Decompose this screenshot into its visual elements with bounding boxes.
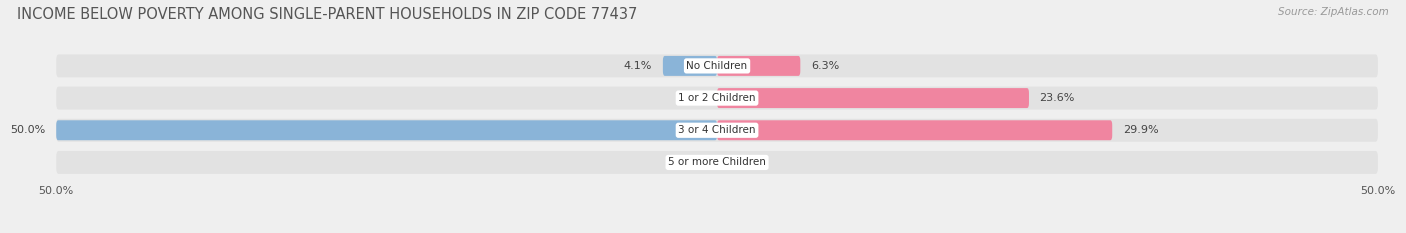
FancyBboxPatch shape (717, 120, 1112, 140)
FancyBboxPatch shape (56, 119, 1378, 142)
FancyBboxPatch shape (56, 87, 1378, 110)
Text: 29.9%: 29.9% (1123, 125, 1159, 135)
Text: 6.3%: 6.3% (811, 61, 839, 71)
Text: 23.6%: 23.6% (1039, 93, 1076, 103)
Text: 0.0%: 0.0% (676, 158, 704, 168)
FancyBboxPatch shape (662, 56, 717, 76)
FancyBboxPatch shape (717, 88, 1029, 108)
FancyBboxPatch shape (56, 151, 1378, 174)
Text: Source: ZipAtlas.com: Source: ZipAtlas.com (1278, 7, 1389, 17)
Text: 0.0%: 0.0% (730, 158, 758, 168)
Text: INCOME BELOW POVERTY AMONG SINGLE-PARENT HOUSEHOLDS IN ZIP CODE 77437: INCOME BELOW POVERTY AMONG SINGLE-PARENT… (17, 7, 637, 22)
Text: 50.0%: 50.0% (10, 125, 45, 135)
Text: 1 or 2 Children: 1 or 2 Children (678, 93, 756, 103)
Text: 4.1%: 4.1% (624, 61, 652, 71)
Text: No Children: No Children (686, 61, 748, 71)
FancyBboxPatch shape (717, 56, 800, 76)
FancyBboxPatch shape (56, 120, 717, 140)
Text: 0.0%: 0.0% (676, 93, 704, 103)
FancyBboxPatch shape (56, 55, 1378, 77)
Text: 5 or more Children: 5 or more Children (668, 158, 766, 168)
Text: 3 or 4 Children: 3 or 4 Children (678, 125, 756, 135)
